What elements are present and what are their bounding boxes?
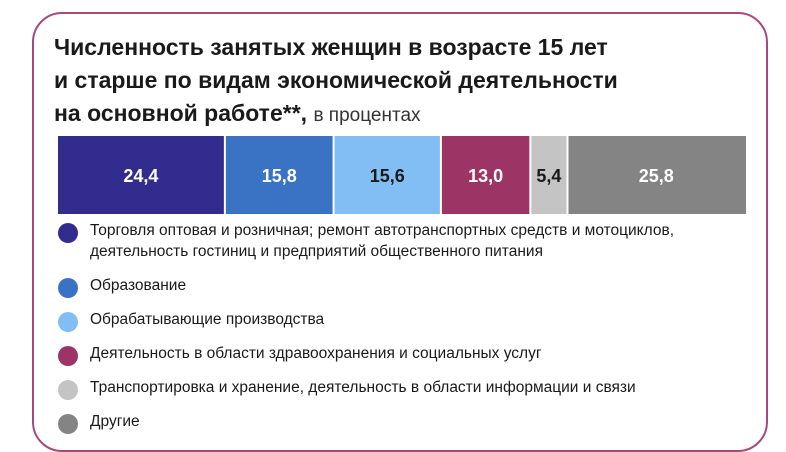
legend-label: Торговля оптовая и розничная; ремонт авт… xyxy=(90,222,675,260)
title-line-3: на основной работе**, в процентах xyxy=(54,97,744,132)
bar-segment xyxy=(441,136,530,214)
legend-swatch xyxy=(58,380,78,400)
legend-item: Другие xyxy=(58,411,758,434)
legend-swatch xyxy=(58,414,78,434)
legend-item: Транспортировка и хранение, деятельность… xyxy=(58,377,758,400)
bar-value-label: 25,8 xyxy=(639,166,674,186)
legend-item: Образование xyxy=(58,275,758,298)
bar-segment xyxy=(531,136,567,214)
legend-label: Обрабатывающие производства xyxy=(90,311,325,328)
legend-item: Торговля оптовая и розничная; ремонт авт… xyxy=(58,220,758,262)
legend-swatch xyxy=(58,346,78,366)
title-unit: в процентах xyxy=(313,105,421,126)
legend-label: Образование xyxy=(90,277,187,294)
bar-segment xyxy=(58,136,224,214)
chart-title: Численность занятых женщин в возрасте 15… xyxy=(54,31,744,132)
legend-label: Деятельность в области здравоохранения и… xyxy=(90,345,542,362)
bar-value-label: 15,8 xyxy=(262,166,297,186)
legend-swatch xyxy=(58,278,78,298)
title-line-3-text: на основной работе**, xyxy=(54,100,308,126)
bar-value-label: 24,4 xyxy=(123,166,158,186)
legend-label: Другие xyxy=(90,413,140,430)
stacked-bar-chart: 24,4 15,8 15,6 13,0 5,4 25,8 xyxy=(58,136,746,214)
bar-segment xyxy=(225,136,333,214)
chart-legend: Торговля оптовая и розничная; ремонт авт… xyxy=(58,220,758,434)
title-line-1: Численность занятых женщин в возрасте 15… xyxy=(54,34,608,60)
legend-swatch xyxy=(58,312,78,332)
legend-item: Обрабатывающие производства xyxy=(58,309,758,332)
bar-value-label: 13,0 xyxy=(468,166,503,186)
legend-swatch xyxy=(58,223,78,243)
legend-label: Транспортировка и хранение, деятельность… xyxy=(90,379,636,396)
bar-value-label: 15,6 xyxy=(370,166,405,186)
legend-item: Деятельность в области здравоохранения и… xyxy=(58,343,758,366)
bar-value-label: 5,4 xyxy=(536,166,561,186)
bar-segment xyxy=(568,136,746,214)
bar-segment xyxy=(334,136,440,214)
chart-card xyxy=(32,12,768,452)
title-line-2: и старше по видам экономической деятельн… xyxy=(54,67,618,93)
